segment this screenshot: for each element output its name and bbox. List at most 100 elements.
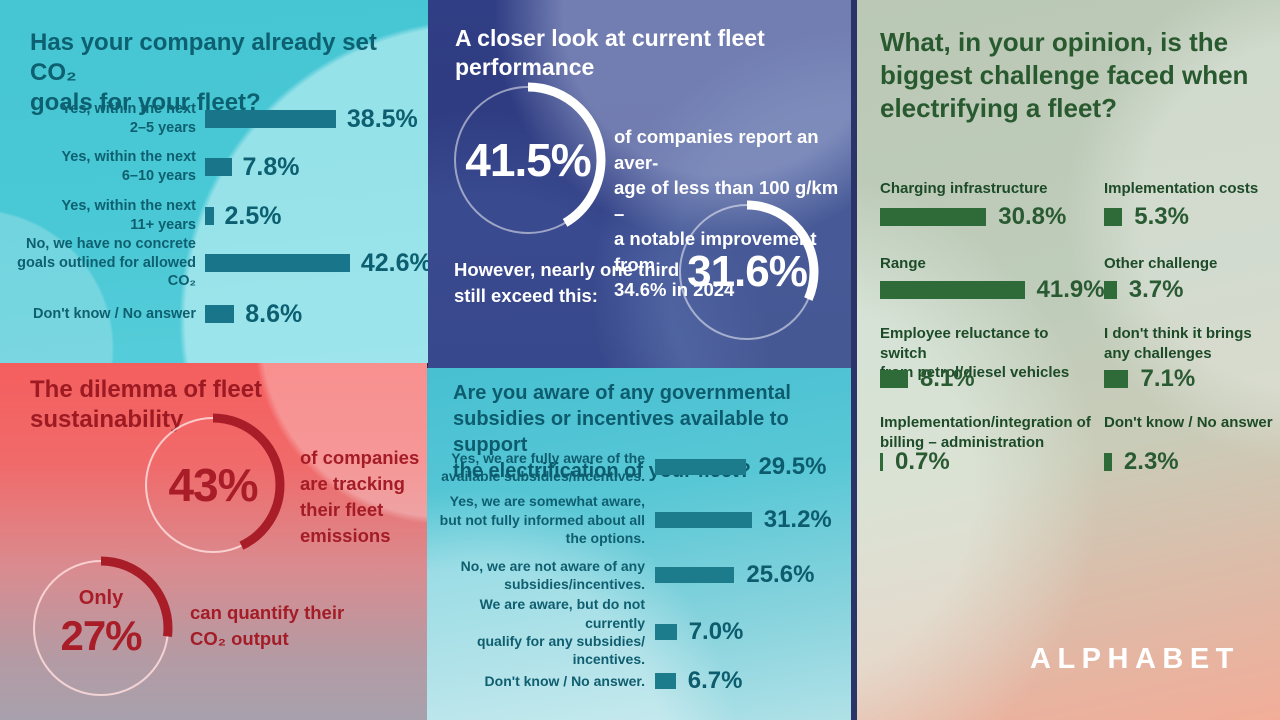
bar-value: 25.6% <box>746 561 815 588</box>
bar <box>880 370 908 388</box>
bar-value: 8.6% <box>245 299 303 328</box>
donut-ring <box>675 200 819 344</box>
bar-value: 2.3% <box>1123 448 1179 475</box>
bar-label: Don't know / No answer <box>33 305 196 322</box>
bar <box>655 673 676 689</box>
bar-label: No, we are not aware of any subsidies/in… <box>460 557 645 592</box>
donut-ring <box>29 556 173 700</box>
bar <box>655 624 677 640</box>
bar-row: 30.8% <box>880 203 1066 231</box>
bar-row: Yes, within the next 11+ years 2.5% <box>0 193 428 239</box>
donut-center-text: 31.6% <box>671 196 823 348</box>
bar-label: Don't know / No answer. <box>484 672 645 689</box>
bar-label: Other challenge <box>1104 255 1218 272</box>
bar-value: 29.5% <box>758 453 827 480</box>
bar-label: Implementation costs <box>1104 180 1259 197</box>
bar-row: 5.3% <box>1104 203 1189 231</box>
donut-ring-arc <box>450 82 606 238</box>
panel-fleet-performance: A closer look at current fleet performan… <box>428 0 851 368</box>
bar-row: 8.1% <box>880 365 975 393</box>
panel-divider <box>851 0 857 720</box>
panel-title: The dilemma of fleet sustainability <box>30 376 263 433</box>
donut-center-text: 43% <box>137 409 289 561</box>
stat-value: 31.6% <box>687 247 808 296</box>
bar-label: Don't know / No answer <box>1104 414 1273 431</box>
challenge-item: Range 41.9% <box>880 254 1105 344</box>
bar-value: 38.5% <box>346 104 418 133</box>
bar-value: 31.2% <box>763 506 832 533</box>
bar <box>655 459 747 475</box>
bar-row: We are aware, but do not currently quali… <box>427 596 851 667</box>
bar-row: Don't know / No answer 8.6% <box>0 291 428 337</box>
bar-row: No, we have no concrete goals outlined f… <box>0 236 428 290</box>
donut-center-text: Only 27% <box>25 542 177 704</box>
bar-label: Range <box>880 255 926 272</box>
bar-value: 8.1% <box>919 365 975 392</box>
donut-gauge-43: 43% <box>137 409 289 561</box>
bar-row: 0.7% <box>880 448 950 476</box>
bar-row: 41.9% <box>880 276 1105 304</box>
stat-value: 27% <box>60 611 142 659</box>
bar-row: No, we are not aware of any subsidies/in… <box>427 553 851 597</box>
bar <box>880 208 987 226</box>
donut-ring-arc <box>675 200 819 344</box>
panel-subsidies: Are you aware of any governmental subsid… <box>427 368 851 720</box>
donut-ring <box>450 82 606 238</box>
bar <box>1104 208 1123 226</box>
bar <box>880 453 883 471</box>
panel-dilemma: The dilemma of fleet sustainability 43% … <box>0 363 427 720</box>
bar-label: Yes, we are fully aware of the available… <box>441 449 645 484</box>
bar-row: 3.7% <box>1104 276 1183 304</box>
panel-title: What, in your opinion, is the biggest ch… <box>880 27 1249 124</box>
challenge-item: I don't think it brings any challenges 7… <box>1104 324 1280 414</box>
bar <box>205 254 350 272</box>
bar-label: We are aware, but do not currently quali… <box>476 596 645 668</box>
stat-description: of companies are tracking their fleet em… <box>300 447 420 546</box>
bar-value: 41.9% <box>1036 276 1105 303</box>
bar-label: Yes, within the next 6–10 years <box>61 149 196 184</box>
stat-description: can quantify their CO₂ output <box>190 602 345 649</box>
bar <box>1104 453 1112 471</box>
challenge-item: Charging infrastructure 30.8% <box>880 179 1096 269</box>
bar <box>655 512 752 528</box>
bar-value: 5.3% <box>1134 203 1189 230</box>
challenge-item: Implementation costs 5.3% <box>1104 179 1280 269</box>
panel-title: A closer look at current fleet performan… <box>455 25 765 81</box>
bar-value: 3.7% <box>1128 276 1184 303</box>
bar-label: I don't think it brings any challenges <box>1104 325 1252 362</box>
bar-value: 30.8% <box>998 203 1067 230</box>
stat-value: 43% <box>168 459 258 511</box>
bar-value: 7.8% <box>242 152 300 181</box>
alphabet-logo: ALPHABET <box>1030 643 1240 675</box>
bar <box>205 207 214 225</box>
bar-value: 2.5% <box>224 201 282 230</box>
bar-row: Don't know / No answer. 6.7% <box>427 661 851 701</box>
bar-label: Yes, within the next 2–5 years <box>61 101 196 136</box>
donut-center-text: 41.5% <box>446 78 610 242</box>
panel-challenges: What, in your opinion, is the biggest ch… <box>857 0 1280 720</box>
bar-row: Yes, we are somewhat aware, but not full… <box>427 490 851 550</box>
bar-label: Implementation/integration of billing – … <box>880 414 1091 451</box>
bar-row: Yes, we are fully aware of the available… <box>427 445 851 489</box>
bar-row: Yes, within the next 2–5 years 38.5% <box>0 96 428 142</box>
bar-row: Yes, within the next 6–10 years 7.8% <box>0 144 428 190</box>
bar-label: Charging infrastructure <box>880 180 1048 197</box>
stat-note: However, nearly one third still exceed t… <box>454 259 680 306</box>
stat-description: of companies report an aver- age of less… <box>614 126 839 301</box>
challenge-item: Implementation/integration of billing – … <box>880 413 1096 503</box>
donut-ring <box>141 413 285 557</box>
challenge-item: Employee reluctance to switch from petro… <box>880 324 1096 414</box>
bar-value: 0.7% <box>895 448 950 475</box>
bar <box>205 110 336 128</box>
bar <box>1104 281 1117 299</box>
challenge-item: Don't know / No answer 2.3% <box>1104 413 1280 503</box>
panel-co2-goals: Has your company already set CO₂ goals f… <box>0 0 428 363</box>
challenge-item: Other challenge 3.7% <box>1104 254 1280 344</box>
stat-value: 41.5% <box>465 134 591 186</box>
bar <box>205 158 232 176</box>
bar-value: 42.6% <box>360 248 428 277</box>
bar-label: Yes, within the next 11+ years <box>61 198 196 233</box>
bar <box>205 305 235 323</box>
stat-prefix: Only <box>78 586 124 609</box>
